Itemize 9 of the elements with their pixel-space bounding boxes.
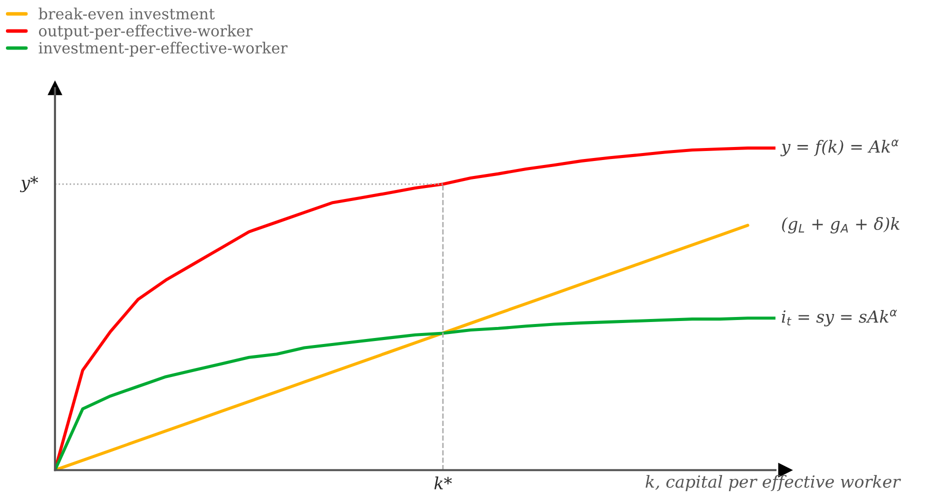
x-axis-title: k, capital per effective worker [646, 474, 901, 492]
text: i$_{t}$ = sy = sAk$^{α}$ [782, 310, 897, 326]
ref-line-label: y* [20, 176, 38, 192]
text: y = f(k) = Ak$^{α}$ [780, 140, 899, 156]
legend-label: investment-per-effective-worker [38, 42, 288, 57]
legend-label: output-per-effective-worker [38, 24, 253, 40]
legend-label: break-even investment [38, 8, 215, 20]
text: (g$_{L}$ + g$_{A}$ + δ)k [782, 217, 900, 234]
text: k* [434, 476, 452, 490]
